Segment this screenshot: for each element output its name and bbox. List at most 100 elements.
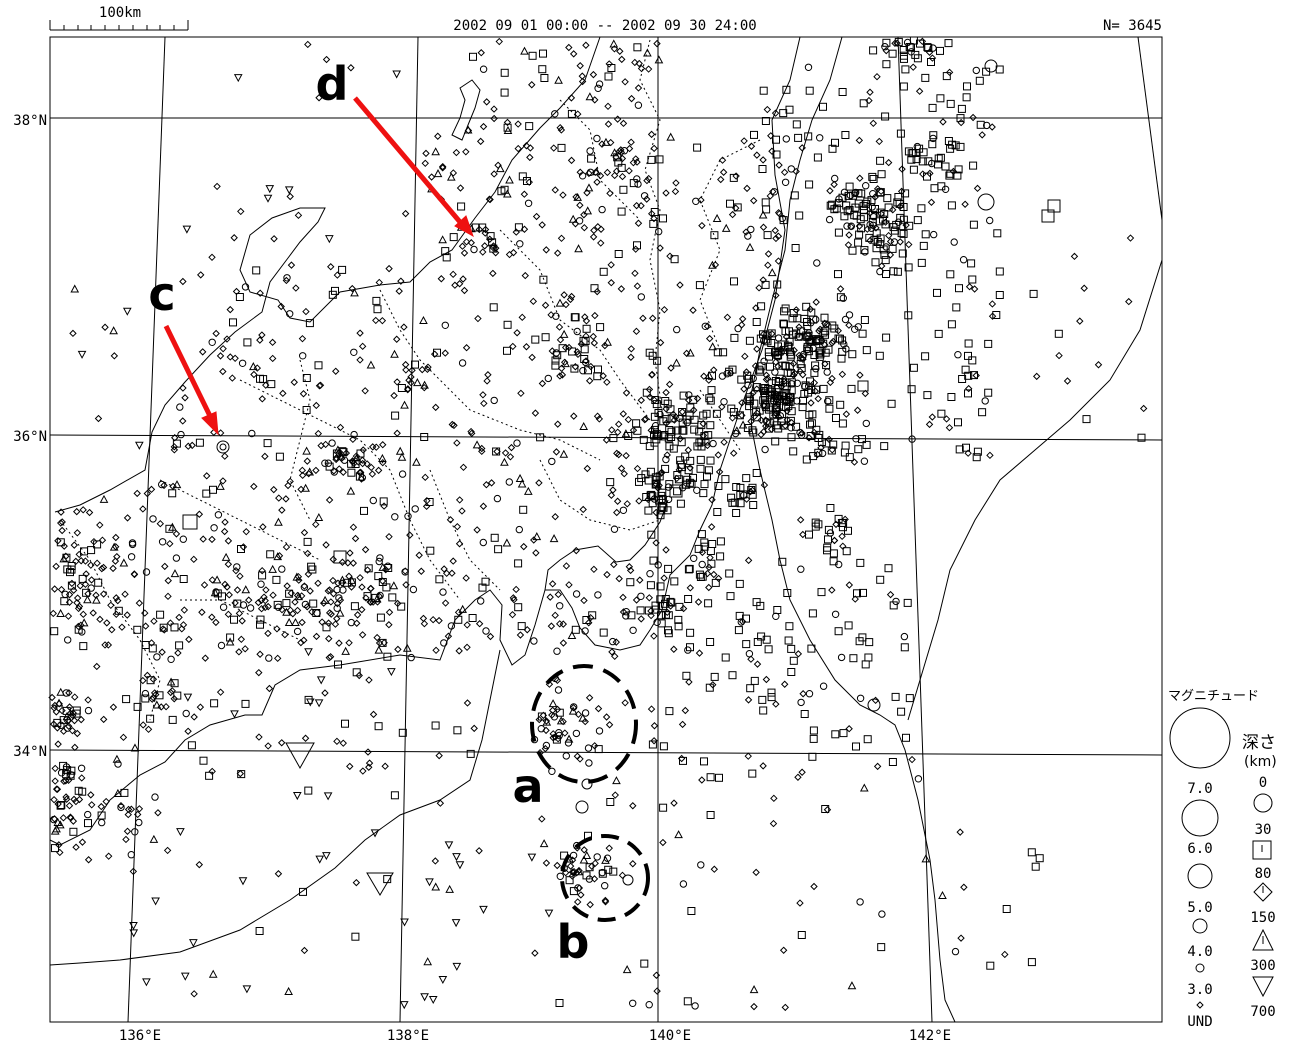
diamond-symbol: [353, 611, 362, 619]
diamond-symbol: [585, 377, 594, 385]
square-symbol: [517, 622, 526, 631]
triangle-symbol: [585, 92, 595, 101]
triangle-symbol: [216, 481, 225, 490]
circle-symbol: [664, 495, 673, 504]
square-symbol: [700, 480, 709, 489]
square-symbol: [842, 547, 851, 556]
square-symbol: [356, 449, 365, 458]
diamond-symbol: [75, 795, 84, 804]
triangle-symbol: [548, 699, 558, 708]
diamond-symbol: [718, 403, 726, 411]
diamond-symbol: [493, 447, 501, 456]
diamond-symbol: [235, 648, 243, 656]
diamond-symbol: [585, 694, 594, 702]
diamond-symbol: [643, 176, 651, 185]
square-symbol: [771, 405, 780, 414]
square-symbol: [750, 130, 758, 139]
diamond-symbol: [675, 466, 683, 474]
diamond-symbol: [84, 590, 92, 598]
diamond-symbol: [484, 371, 492, 379]
diamond-symbol: [372, 443, 380, 451]
graticule: [49, 36, 1163, 1023]
diamond-symbol: [553, 249, 562, 257]
square-symbol: [555, 999, 564, 1007]
diamond-symbol: [304, 40, 312, 49]
square-symbol: [862, 346, 871, 355]
diamond-symbol: [634, 84, 643, 92]
square-symbol: [390, 791, 399, 800]
circle-symbol: [219, 603, 228, 611]
triangle-symbol: [172, 480, 182, 489]
lon-label-142: 142°E: [909, 1028, 951, 1044]
diamond-symbol: [464, 126, 473, 135]
circle-symbol: [479, 65, 488, 73]
event-count: N= 3645: [1103, 18, 1162, 34]
triangle-symbol: [643, 48, 652, 57]
diamond-symbol: [557, 234, 566, 243]
circle-symbol: [210, 524, 218, 532]
diamond-symbol: [273, 625, 281, 633]
circle-symbol: [179, 535, 188, 543]
square-symbol: [114, 606, 123, 615]
diamond-symbol: [321, 689, 329, 697]
square-symbol: [503, 346, 511, 355]
diamond-symbol: [559, 639, 568, 647]
triangle-down-symbol: [77, 350, 87, 359]
square-symbol: [654, 409, 663, 417]
circle-symbol: [845, 311, 854, 319]
circle-symbol: [593, 853, 601, 861]
square-symbol: [627, 611, 636, 620]
square-symbol: [378, 638, 387, 647]
diamond-symbol: [65, 590, 74, 599]
diamond-symbol: [650, 632, 658, 640]
diamond-symbol: [438, 164, 447, 172]
square-symbol: [716, 537, 725, 546]
circle-symbol: [761, 445, 769, 454]
circle-symbol: [805, 690, 814, 698]
diamond-symbol: [367, 463, 375, 472]
square-symbol: [647, 155, 656, 164]
square-symbol: [745, 402, 754, 411]
diamond-symbol: [262, 586, 270, 594]
diamond-symbol: [297, 592, 306, 600]
diamond-symbol: [324, 587, 332, 595]
diamond-symbol: [265, 684, 274, 693]
diamond-symbol: [774, 257, 783, 265]
scale-label: 100km: [99, 5, 141, 21]
diamond-symbol: [759, 156, 767, 164]
diamond-symbol: [703, 441, 712, 450]
square-symbol: [956, 114, 965, 123]
triangle-symbol: [350, 288, 359, 297]
circle-symbol: [907, 48, 915, 56]
diamond-symbol: [578, 72, 586, 80]
diamond-symbol: [238, 617, 246, 625]
square-symbol: [613, 153, 622, 162]
diamond-symbol: [589, 233, 598, 241]
diamond-symbol: [358, 456, 367, 464]
diamond-symbol: [312, 632, 321, 641]
diamond-symbol: [198, 348, 207, 356]
diamond-symbol: [928, 54, 937, 62]
diamond-symbol: [501, 449, 510, 457]
arrow-c-head: [201, 411, 219, 436]
square-symbol: [804, 132, 813, 141]
square-symbol: [252, 266, 261, 275]
circle-symbol: [594, 84, 602, 93]
square-symbol: [955, 284, 963, 293]
square-symbol: [175, 641, 184, 650]
square-symbol: [675, 602, 684, 611]
diamond-symbol: [928, 413, 937, 421]
triangle-symbol: [438, 235, 447, 244]
diamond-symbol: [431, 857, 440, 865]
circle-symbol: [182, 709, 190, 718]
square-symbol: [984, 339, 993, 348]
square-symbol: [921, 230, 930, 239]
diamond-symbol: [915, 87, 924, 95]
diamond-symbol: [625, 144, 634, 153]
diamond-symbol: [714, 451, 722, 459]
diamond-symbol: [275, 552, 284, 560]
label-a: a: [512, 759, 543, 813]
diamond-symbol: [925, 420, 934, 429]
diamond-symbol: [530, 536, 538, 544]
diamond-symbol: [233, 586, 242, 594]
